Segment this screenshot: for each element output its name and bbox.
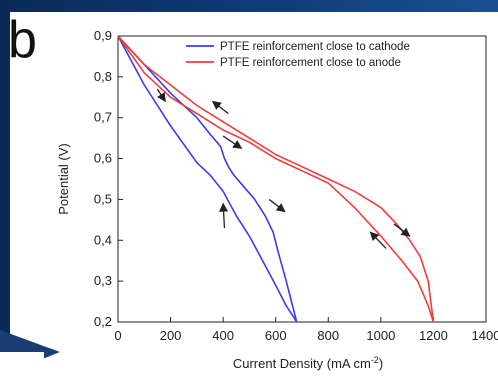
y-tick-label: 0,3 [94,273,112,288]
direction-arrow [369,231,387,249]
direction-arrow [222,135,243,149]
direction-arrow [156,88,166,103]
x-tick-label: 200 [160,328,182,343]
y-tick-label: 0,6 [94,151,112,166]
x-tick-label: 400 [212,328,234,343]
y-tick-label: 0,4 [94,232,112,247]
plot-frame [117,35,487,323]
series-1-forward-line [117,35,298,323]
x-tick-label: 0 [114,328,121,343]
y-tick-label: 0,9 [94,28,112,43]
y-tick-label: 0,2 [94,314,112,329]
direction-arrow [219,202,229,229]
x-tick-label: 600 [265,328,287,343]
x-axis-title: Current Density (mA cm-2) [233,355,383,371]
y-tick-label: 0,8 [94,69,112,84]
direction-arrow [211,100,229,115]
legend-label: PTFE reinforcement close to anode [220,57,401,69]
direction-arrow [393,223,411,237]
panel-label: b [8,11,37,69]
series-2-forward-line [117,35,435,323]
legend-label: PTFE reinforcement close to cathode [220,41,410,53]
y-axis-title: Potential (V) [56,143,71,215]
series-1-backward-line [117,35,298,323]
x-tick-label: 1200 [419,328,448,343]
series-2-backward-line [117,35,435,323]
x-tick-label: 1000 [366,328,395,343]
y-tick-label: 0,5 [94,191,112,206]
direction-arrow [268,198,286,213]
y-tick-label: 0,7 [94,110,112,125]
x-tick-label: 800 [317,328,339,343]
x-tick-label: 1400 [472,328,498,343]
